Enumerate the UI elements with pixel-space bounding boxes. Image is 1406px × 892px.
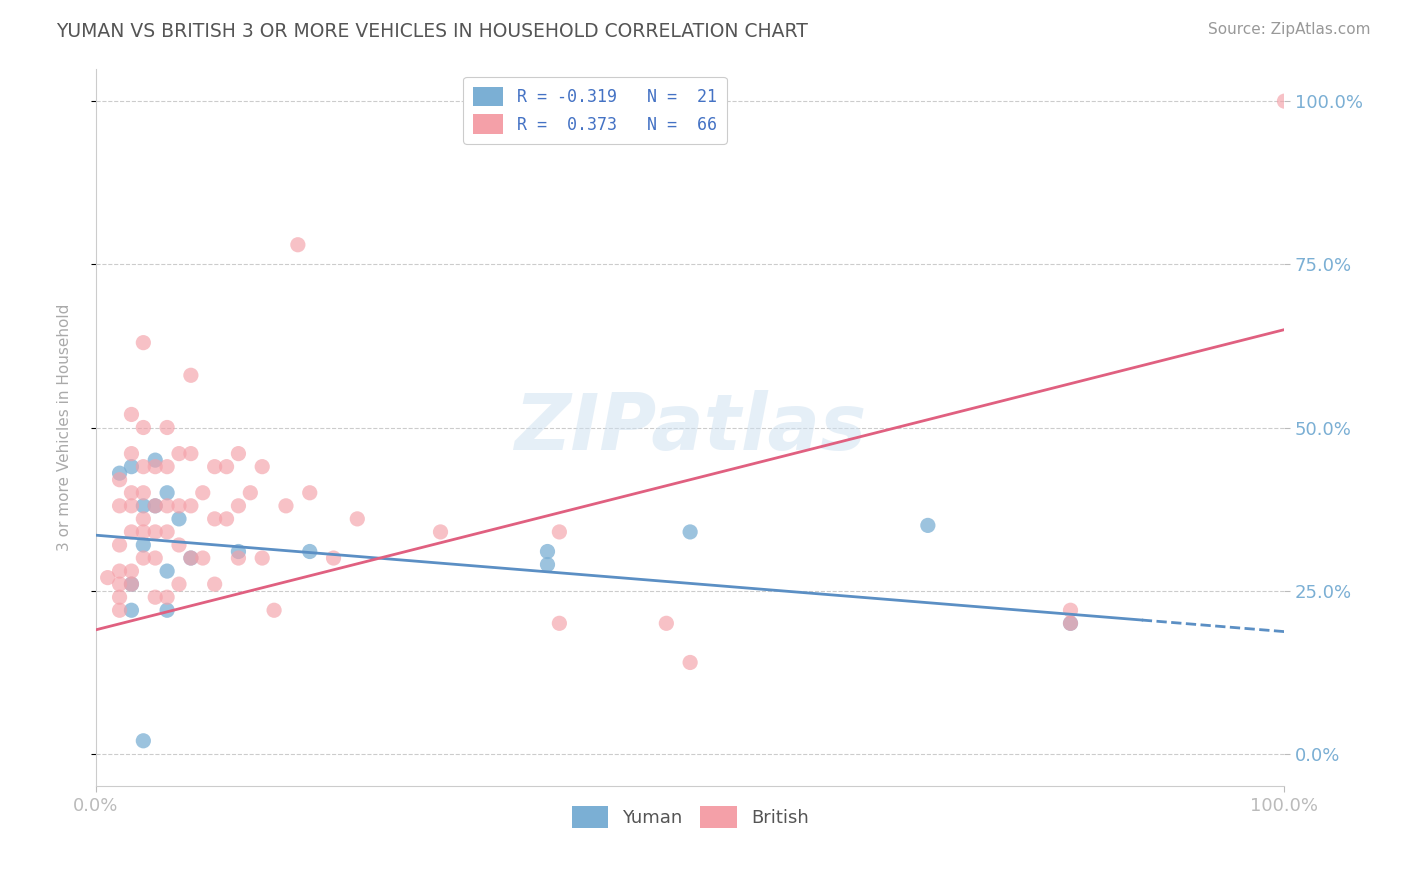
Point bbox=[132, 551, 155, 566]
Point bbox=[346, 512, 368, 526]
Point bbox=[132, 538, 155, 552]
Point bbox=[120, 603, 142, 617]
Point bbox=[156, 591, 179, 605]
Point bbox=[132, 335, 155, 350]
Point bbox=[679, 656, 702, 670]
Point bbox=[250, 551, 273, 566]
Point bbox=[132, 459, 155, 474]
Point bbox=[108, 538, 131, 552]
Point bbox=[167, 499, 190, 513]
Point bbox=[143, 499, 166, 513]
Point bbox=[1059, 616, 1081, 631]
Point bbox=[1059, 616, 1081, 631]
Point bbox=[108, 564, 131, 578]
Point bbox=[180, 447, 202, 461]
Legend: Yuman, British: Yuman, British bbox=[564, 798, 815, 835]
Point bbox=[204, 577, 226, 591]
Point bbox=[180, 551, 202, 566]
Point bbox=[120, 577, 142, 591]
Point bbox=[263, 603, 285, 617]
Point bbox=[120, 564, 142, 578]
Point bbox=[228, 447, 250, 461]
Point bbox=[298, 485, 321, 500]
Text: YUMAN VS BRITISH 3 OR MORE VEHICLES IN HOUSEHOLD CORRELATION CHART: YUMAN VS BRITISH 3 OR MORE VEHICLES IN H… bbox=[56, 22, 808, 41]
Point bbox=[143, 524, 166, 539]
Point bbox=[167, 538, 190, 552]
Point bbox=[97, 571, 120, 585]
Point bbox=[215, 459, 238, 474]
Point bbox=[204, 459, 226, 474]
Point bbox=[156, 564, 179, 578]
Point bbox=[167, 447, 190, 461]
Point bbox=[191, 551, 214, 566]
Point bbox=[156, 420, 179, 434]
Point bbox=[228, 499, 250, 513]
Point bbox=[679, 524, 702, 539]
Point bbox=[143, 453, 166, 467]
Point bbox=[120, 459, 142, 474]
Point bbox=[167, 577, 190, 591]
Point bbox=[120, 577, 142, 591]
Point bbox=[108, 603, 131, 617]
Point bbox=[132, 485, 155, 500]
Point bbox=[132, 420, 155, 434]
Point bbox=[298, 544, 321, 558]
Point bbox=[239, 485, 262, 500]
Point bbox=[655, 616, 678, 631]
Point bbox=[132, 733, 155, 747]
Point bbox=[204, 512, 226, 526]
Point bbox=[132, 512, 155, 526]
Text: Source: ZipAtlas.com: Source: ZipAtlas.com bbox=[1208, 22, 1371, 37]
Point bbox=[156, 499, 179, 513]
Point bbox=[120, 408, 142, 422]
Point bbox=[156, 524, 179, 539]
Point bbox=[228, 551, 250, 566]
Point bbox=[120, 447, 142, 461]
Point bbox=[120, 499, 142, 513]
Point bbox=[143, 591, 166, 605]
Y-axis label: 3 or more Vehicles in Household: 3 or more Vehicles in Household bbox=[58, 304, 72, 551]
Point bbox=[143, 551, 166, 566]
Point bbox=[108, 577, 131, 591]
Point bbox=[215, 512, 238, 526]
Point bbox=[180, 499, 202, 513]
Point bbox=[120, 524, 142, 539]
Point bbox=[1274, 94, 1296, 108]
Point bbox=[228, 544, 250, 558]
Point bbox=[548, 524, 571, 539]
Point bbox=[132, 499, 155, 513]
Point bbox=[108, 473, 131, 487]
Point bbox=[536, 544, 558, 558]
Point bbox=[143, 499, 166, 513]
Point bbox=[429, 524, 451, 539]
Point bbox=[180, 368, 202, 383]
Point bbox=[1059, 603, 1081, 617]
Point bbox=[287, 237, 309, 252]
Point bbox=[108, 591, 131, 605]
Point bbox=[180, 551, 202, 566]
Point bbox=[120, 485, 142, 500]
Point bbox=[191, 485, 214, 500]
Text: ZIPatlas: ZIPatlas bbox=[515, 390, 866, 466]
Point bbox=[167, 512, 190, 526]
Point bbox=[156, 485, 179, 500]
Point bbox=[156, 459, 179, 474]
Point bbox=[108, 466, 131, 480]
Point bbox=[108, 499, 131, 513]
Point bbox=[250, 459, 273, 474]
Point bbox=[548, 616, 571, 631]
Point bbox=[274, 499, 297, 513]
Point bbox=[143, 459, 166, 474]
Point bbox=[322, 551, 344, 566]
Point bbox=[132, 524, 155, 539]
Point bbox=[917, 518, 939, 533]
Point bbox=[536, 558, 558, 572]
Point bbox=[156, 603, 179, 617]
